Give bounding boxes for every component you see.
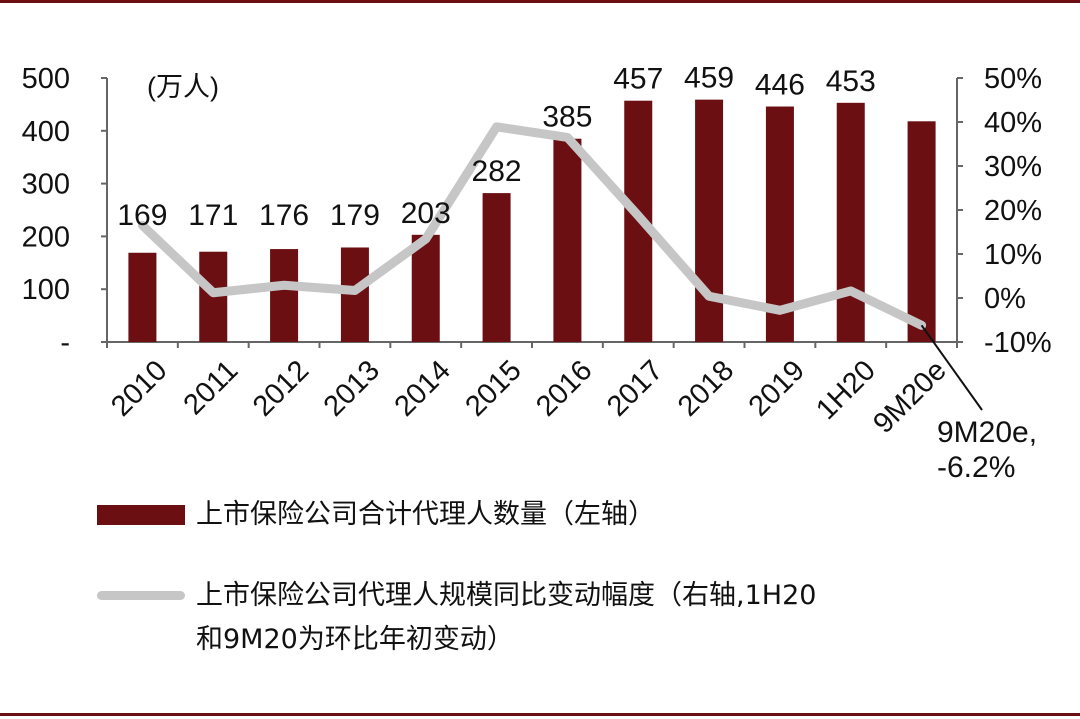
x-tick-label: 2011 — [178, 354, 245, 421]
right-tick-label: 40% — [984, 107, 1042, 139]
top-rule — [0, 0, 1080, 3]
left-tick-label: 200 — [22, 221, 70, 253]
bar — [765, 106, 794, 343]
bar-data-label: 171 — [188, 199, 238, 232]
bar-data-label: 446 — [755, 69, 805, 102]
left-tick-label: 100 — [22, 274, 70, 306]
bar-data-label: 457 — [613, 63, 663, 96]
x-tick-label: 2018 — [672, 354, 740, 422]
bar-data-label: 179 — [330, 199, 380, 232]
left-tick-label: 400 — [22, 116, 70, 148]
left-tick-label: 500 — [22, 63, 70, 95]
x-tick-label: 2015 — [459, 354, 527, 422]
bars-group — [128, 99, 936, 343]
line-point — [425, 238, 427, 240]
right-tick-label: 10% — [984, 239, 1042, 271]
bar-data-label: 176 — [259, 199, 309, 232]
line-point — [354, 290, 356, 292]
x-tick-label: 2013 — [318, 354, 386, 422]
legend-bar-swatch — [97, 505, 185, 525]
line-point — [141, 224, 143, 226]
legend-line-label-1: 上市保险公司代理人规模同比变动幅度（右轴,1H20 — [196, 580, 817, 611]
series-line — [137, 122, 927, 330]
bar-data-label: 453 — [826, 65, 876, 98]
line-point — [566, 136, 568, 138]
bar — [907, 121, 936, 343]
line-point — [637, 215, 639, 217]
bar-data-label: 203 — [401, 197, 451, 230]
annotation-line-1: 9M20e, — [937, 416, 1037, 449]
bar — [553, 138, 582, 342]
right-tick-label: 30% — [984, 151, 1042, 183]
bar — [482, 193, 511, 342]
legend-line-swatch — [97, 591, 185, 600]
bar — [411, 234, 440, 342]
bar — [270, 249, 299, 342]
line-point — [212, 292, 214, 294]
legend-line-label-2: 和9M20为环比年初变动） — [196, 624, 514, 655]
x-tick-label: 2017 — [601, 354, 669, 422]
legend-bar-label: 上市保险公司合计代理人数量（左轴） — [196, 499, 655, 530]
right-tick-label: 0% — [984, 283, 1026, 315]
bar-data-label: 282 — [472, 155, 522, 188]
x-tick-label: 2014 — [389, 354, 457, 422]
bar-data-label: 385 — [542, 101, 592, 134]
right-tick-label: 50% — [984, 63, 1042, 95]
line-point — [850, 290, 852, 292]
x-tick-label: 2019 — [743, 354, 811, 422]
annotation-line-2: -6.2% — [937, 451, 1015, 484]
x-tick-label: 2012 — [247, 354, 315, 422]
line-point — [283, 284, 285, 286]
annotation-leader — [920, 324, 983, 411]
line-point — [708, 295, 710, 297]
bottom-rule — [0, 713, 1080, 716]
left-tick-label: - — [60, 327, 70, 359]
bar-data-label: 459 — [684, 62, 734, 95]
bar — [128, 252, 157, 342]
x-tick-label: 2016 — [530, 354, 598, 422]
bar-data-label: 169 — [117, 199, 167, 232]
right-tick-label: 20% — [984, 195, 1042, 227]
unit-label: (万人) — [147, 72, 219, 102]
bar — [695, 99, 724, 342]
line-point — [779, 309, 781, 311]
right-tick-label: -10% — [984, 327, 1052, 359]
line-point — [496, 126, 498, 128]
left-tick-label: 300 — [22, 169, 70, 201]
x-tick-label: 2010 — [105, 354, 173, 422]
line-group — [137, 122, 927, 330]
bar — [836, 102, 865, 342]
labels-group: 169 171 176 179 203 282 385 457 459 446 453 9M20e,-… — [117, 62, 1037, 484]
